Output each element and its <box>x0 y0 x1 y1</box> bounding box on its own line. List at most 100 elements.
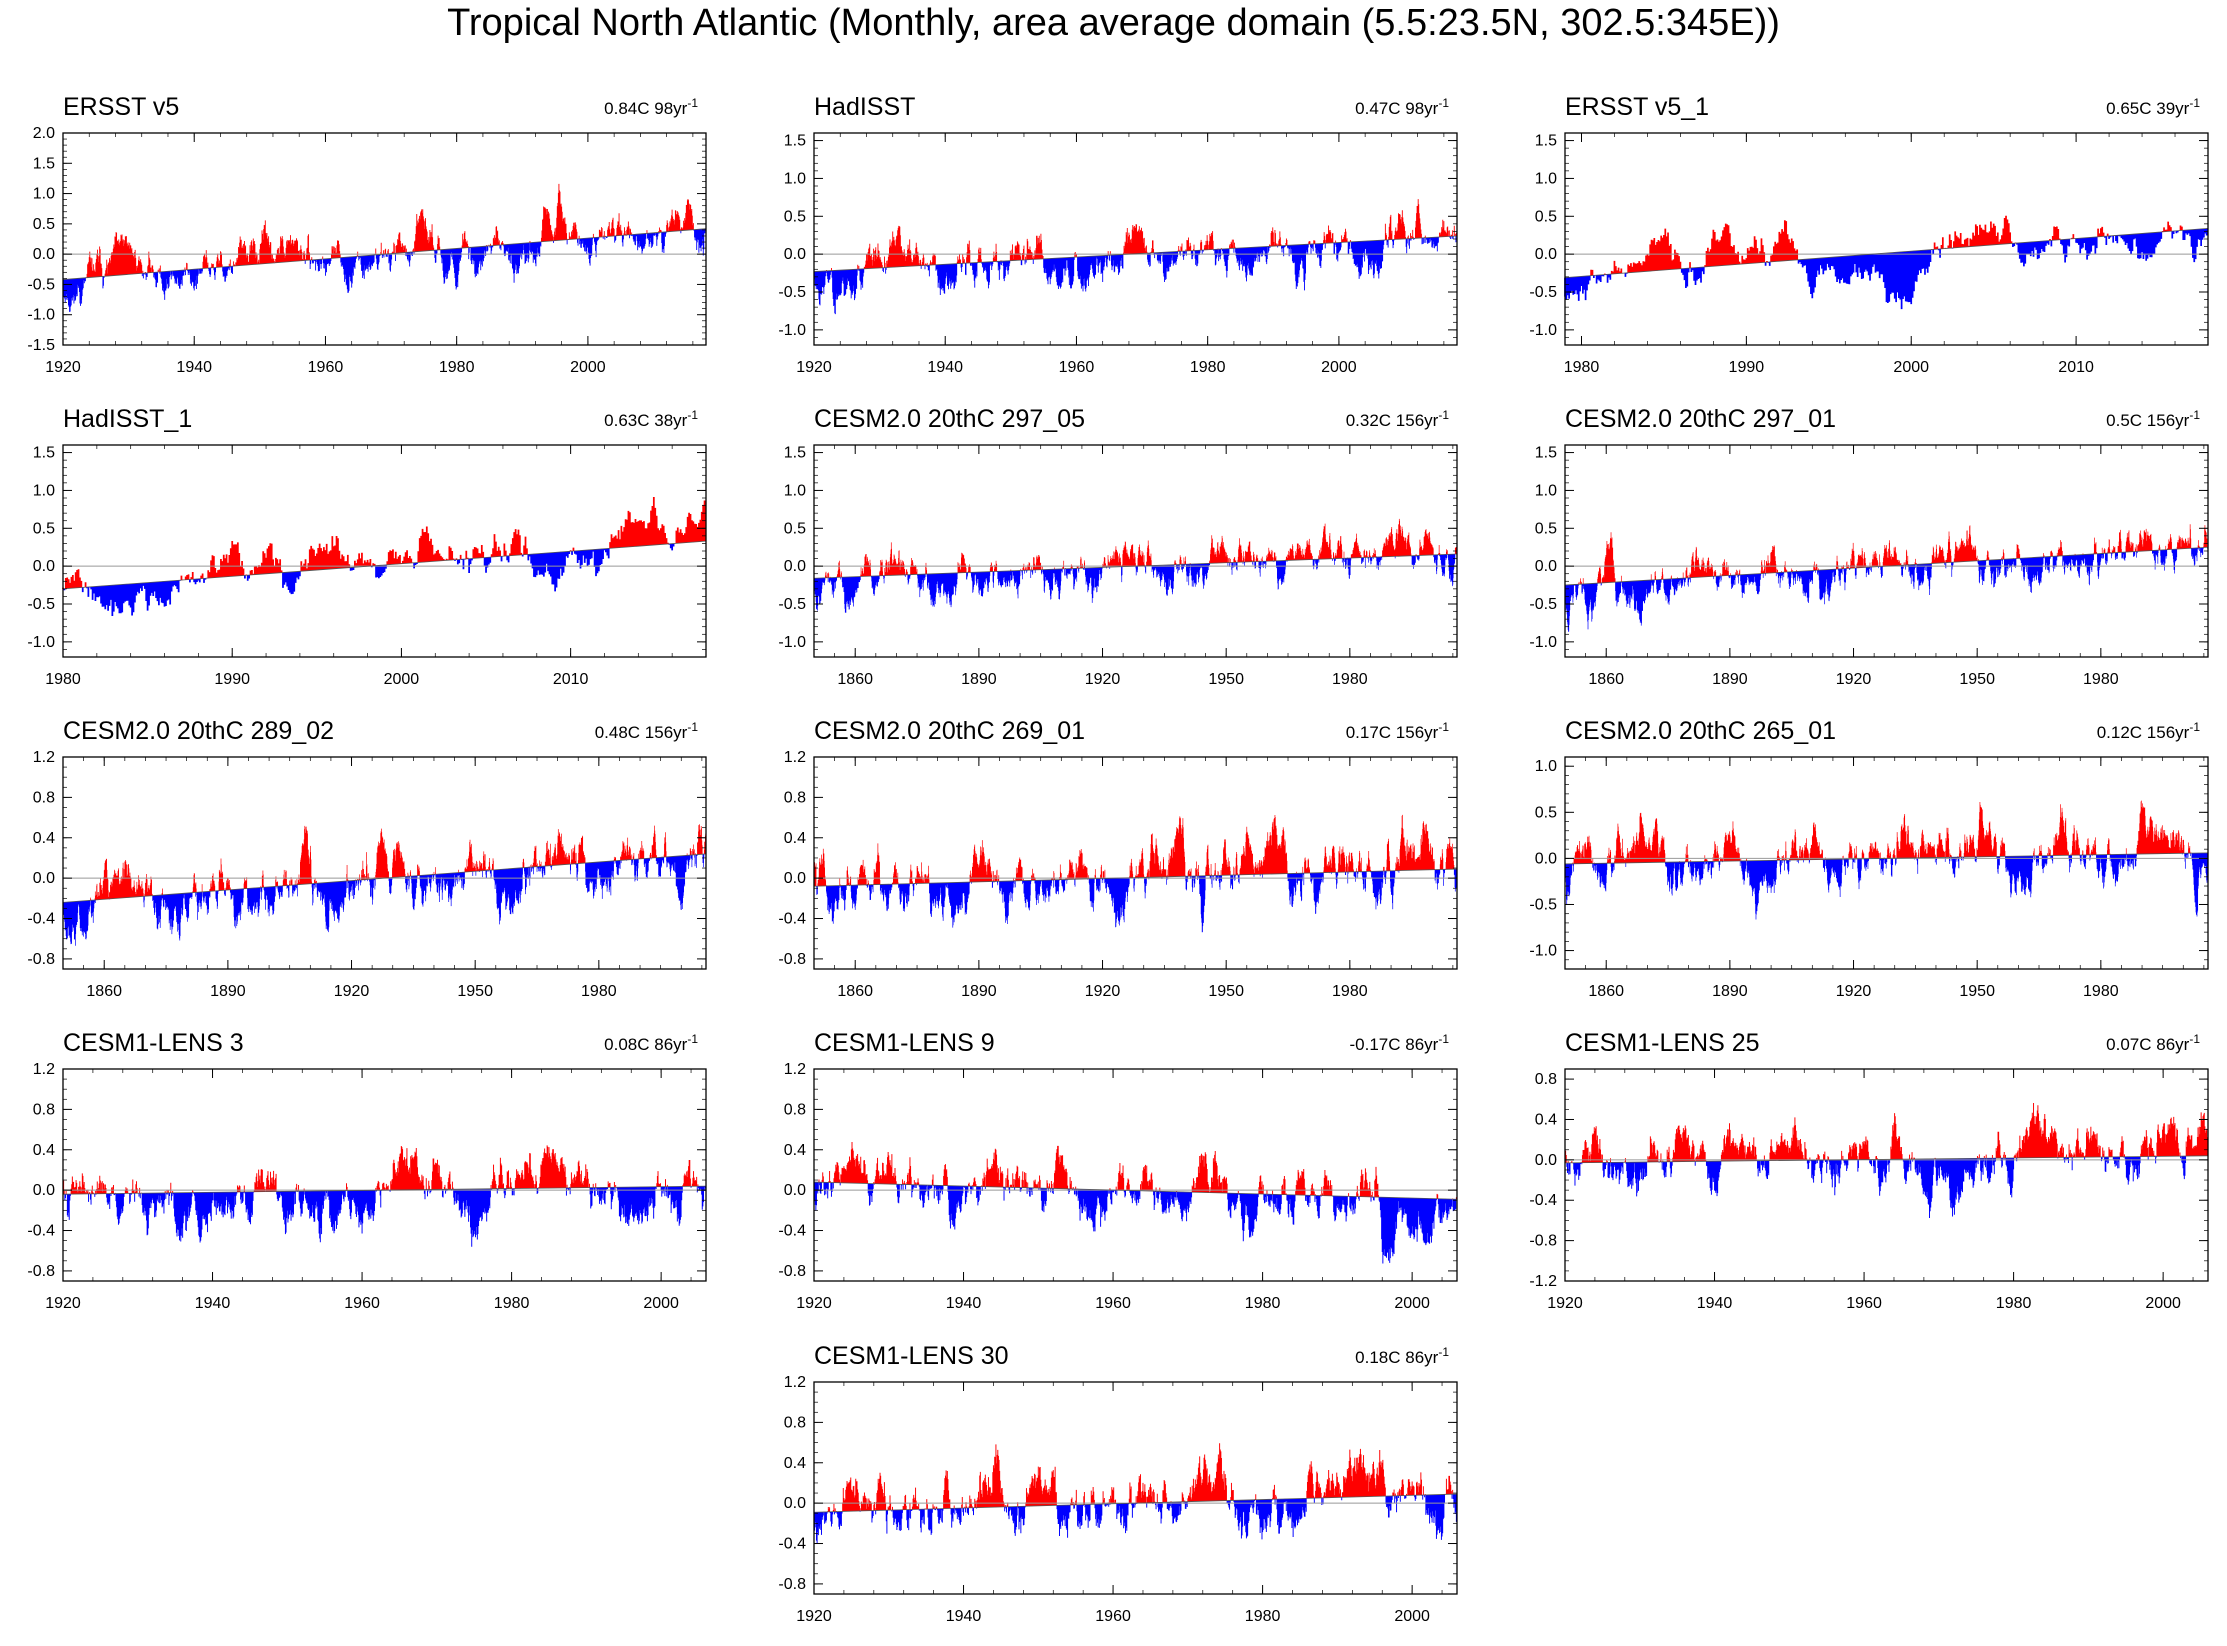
x-tick-label: 1980 <box>1190 359 1226 376</box>
trend-exponent: -1 <box>1438 96 1449 110</box>
x-tick-label: 1920 <box>796 1608 832 1625</box>
x-tick-label: 1860 <box>1588 671 1624 688</box>
trend-annotation: 0.5C 156yr-1 <box>2106 408 2200 430</box>
y-tick-label: -0.4 <box>778 1223 806 1240</box>
x-tick-label: 2000 <box>570 359 606 376</box>
y-tick-label: 1.0 <box>33 186 55 203</box>
x-tick-label: 1860 <box>837 671 873 688</box>
positive-anomaly-bars <box>62 1145 699 1195</box>
trend-line <box>62 1185 707 1195</box>
y-tick-label: -0.5 <box>778 596 806 613</box>
y-tick-label: 0.8 <box>784 1414 806 1431</box>
y-tick-label: -0.8 <box>778 1576 806 1593</box>
trend-line <box>813 868 1458 887</box>
y-tick-label: -0.5 <box>1529 596 1557 613</box>
x-tick-label: 1920 <box>1836 983 1872 1000</box>
y-tick-label: 0.0 <box>784 246 806 263</box>
trend-exponent: -1 <box>1438 1032 1449 1046</box>
positive-anomaly-bars <box>62 496 706 589</box>
positive-anomaly-bars <box>823 1443 1454 1512</box>
y-tick-label: 0.4 <box>1535 1111 1557 1128</box>
x-tick-label: 1980 <box>1332 671 1368 688</box>
x-tick-label: 2010 <box>553 671 589 688</box>
y-tick-label: -0.4 <box>778 1536 806 1553</box>
trend-exponent: -1 <box>687 408 698 422</box>
y-tick-label: 1.5 <box>33 155 55 172</box>
negative-anomaly-bars <box>63 543 675 617</box>
trend-annotation: 0.48C 156yr-1 <box>595 720 699 742</box>
x-tick-label: 1980 <box>1996 1295 2032 1312</box>
y-tick-label: 2.0 <box>33 125 55 142</box>
x-tick-label: 1920 <box>796 1295 832 1312</box>
trend-value: 0.48C 156yr <box>595 723 688 742</box>
trend-value: 0.12C 156yr <box>2097 723 2190 742</box>
x-tick-label: 2000 <box>1394 1608 1430 1625</box>
y-tick-label: 1.0 <box>33 482 55 499</box>
y-tick-label: -1.5 <box>27 337 55 354</box>
y-tick-label: -0.8 <box>778 1263 806 1280</box>
x-tick-label: 1860 <box>86 983 122 1000</box>
positive-anomaly-bars <box>1573 524 2208 585</box>
x-tick-label: 1980 <box>1564 359 1600 376</box>
panel-title: ERSST v5_1 <box>1565 93 1709 121</box>
y-tick-label: 1.0 <box>1535 170 1557 187</box>
x-tick-label: 2000 <box>643 1295 679 1312</box>
panel-cesm2-0-20thc-265-01: 1.0 0.5 0.0 -0.5 -1.0 1860 1890 1920 1950 1980 CES… <box>1529 717 2209 1000</box>
y-tick-label: 0.0 <box>784 558 806 575</box>
y-tick-label: 0.5 <box>1535 208 1557 225</box>
x-tick-label: 1920 <box>1085 983 1121 1000</box>
trend-line <box>1564 228 2209 279</box>
panel-hadisst: 1.5 1.0 0.5 0.0 -0.5 -1.0 1920 1940 1960 1980 2000… <box>778 93 1458 376</box>
x-tick-label: 1920 <box>1836 671 1872 688</box>
trend-exponent: -1 <box>687 720 698 734</box>
panel-title: CESM1-LENS 30 <box>814 1342 1009 1370</box>
y-tick-label: 0.0 <box>784 870 806 887</box>
trend-line <box>813 1181 1458 1200</box>
y-tick-label: -0.8 <box>1529 1233 1557 1250</box>
trend-annotation: 0.17C 156yr-1 <box>1346 720 1450 742</box>
y-tick-label: 1.2 <box>784 749 806 766</box>
panel-title: CESM2.0 20thC 269_01 <box>814 717 1085 745</box>
y-tick-label: -1.0 <box>1529 322 1557 339</box>
x-tick-label: 1990 <box>214 671 250 688</box>
panel-title: CESM1-LENS 9 <box>814 1029 995 1057</box>
y-tick-label: 1.0 <box>1535 482 1557 499</box>
x-tick-label: 1940 <box>946 1295 982 1312</box>
x-tick-label: 1980 <box>1245 1295 1281 1312</box>
panel-title: HadISST_1 <box>63 405 192 433</box>
y-tick-label: 0.4 <box>33 830 55 847</box>
trend-exponent: -1 <box>687 1032 698 1046</box>
y-tick-label: -0.4 <box>27 911 55 928</box>
x-tick-label: 1960 <box>1846 1295 1882 1312</box>
x-tick-label: 1980 <box>439 359 475 376</box>
y-tick-label: 0.8 <box>33 789 55 806</box>
y-tick-label: 0.0 <box>1535 246 1557 263</box>
panel-title: CESM2.0 20thC 289_02 <box>63 717 334 745</box>
y-tick-label: -0.5 <box>27 596 55 613</box>
negative-anomaly-bars <box>64 1186 706 1247</box>
y-tick-label: 0.5 <box>784 520 806 537</box>
trend-exponent: -1 <box>2189 408 2200 422</box>
panel-ersst-v5: 2.0 1.5 1.0 0.5 0.0 -0.5 -1.0 -1.5 1920 1940 1960 1… <box>27 93 707 376</box>
y-tick-label: 1.2 <box>784 1061 806 1078</box>
y-tick-label: -0.8 <box>27 951 55 968</box>
x-tick-label: 1940 <box>946 1608 982 1625</box>
x-tick-label: 1980 <box>45 671 81 688</box>
panel-cesm2-0-20thc-297-05: 1.5 1.0 0.5 0.0 -0.5 -1.0 1860 1890 1920 1950 1980… <box>778 405 1458 688</box>
plot-frame <box>62 132 707 346</box>
y-tick-label: 0.4 <box>784 1142 806 1159</box>
trend-exponent: -1 <box>687 96 698 110</box>
trend-value: -0.17C 86yr <box>1350 1035 1439 1054</box>
x-tick-label: 1980 <box>2083 671 2119 688</box>
panel-title: CESM2.0 20thC 297_01 <box>1565 405 1836 433</box>
trend-annotation: 0.84C 98yr-1 <box>604 96 698 118</box>
y-tick-label: -1.0 <box>1529 634 1557 651</box>
y-tick-label: 1.2 <box>784 1374 806 1391</box>
y-tick-label: 1.2 <box>33 1061 55 1078</box>
y-tick-label: 1.5 <box>784 133 806 150</box>
y-tick-label: 1.0 <box>1535 758 1557 775</box>
positive-anomaly-bars <box>1590 215 2183 276</box>
y-tick-label: -0.4 <box>27 1223 55 1240</box>
panel-cesm1-lens-3: 1.2 0.8 0.4 0.0 -0.4 -0.8 1920 1940 1960 1980 2000… <box>27 1029 707 1312</box>
